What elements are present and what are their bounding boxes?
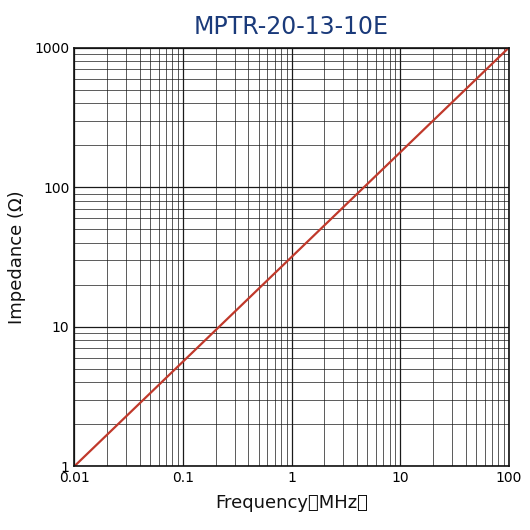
X-axis label: Frequency（MHz）: Frequency（MHz）	[215, 493, 368, 511]
Y-axis label: Impedance (Ω): Impedance (Ω)	[8, 190, 26, 324]
Title: MPTR-20-13-10E: MPTR-20-13-10E	[194, 15, 389, 39]
